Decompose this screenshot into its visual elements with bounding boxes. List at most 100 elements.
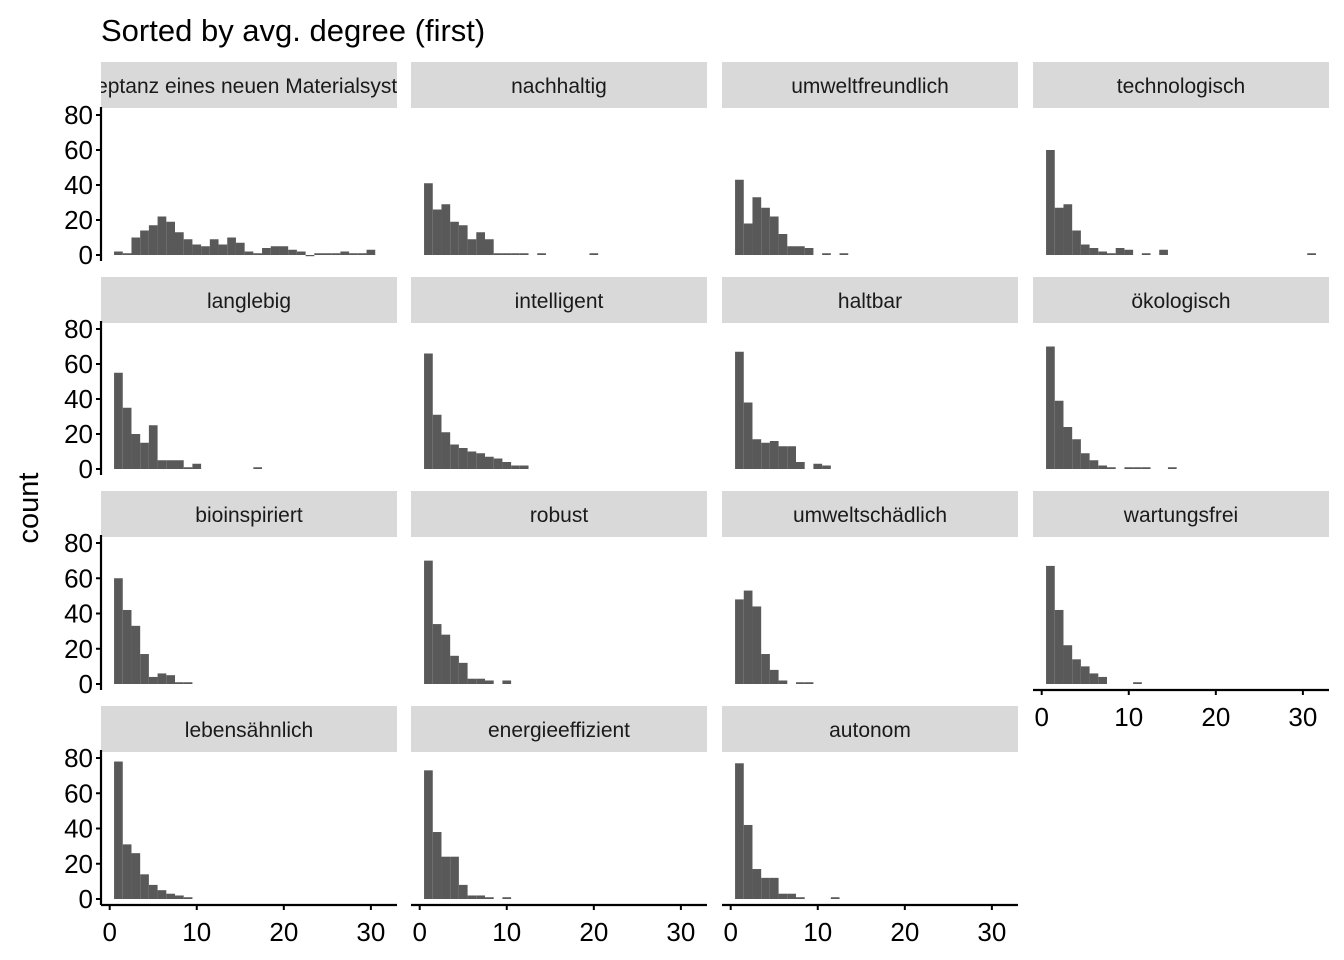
- y-tick-label: 80: [64, 743, 93, 773]
- histogram-bar: [467, 678, 477, 684]
- histogram-bar: [424, 183, 433, 255]
- facet-strip: [722, 706, 1018, 752]
- histogram-bar: [502, 680, 512, 684]
- histogram-bar: [778, 446, 788, 469]
- histogram-bar: [537, 253, 546, 255]
- histogram-bar: [441, 204, 451, 255]
- y-tick-label: 40: [64, 599, 93, 629]
- facet-strip-label: technologisch: [1117, 75, 1245, 98]
- y-tick-label: 20: [64, 419, 93, 449]
- histogram-bar: [432, 414, 442, 469]
- histogram-bar: [1063, 204, 1073, 255]
- histogram-bar: [796, 682, 805, 684]
- x-tick-label: 20: [269, 917, 298, 947]
- y-tick-label: 0: [79, 240, 93, 270]
- histogram-bar: [1089, 460, 1099, 469]
- histogram-bar: [441, 634, 451, 684]
- facet-strip-label: bioinspiriert: [195, 504, 303, 527]
- histogram-bar: [140, 442, 149, 469]
- histogram-bar: [192, 463, 202, 469]
- histogram-bar: [166, 675, 175, 684]
- facet-panel: nachhaltig: [411, 62, 707, 255]
- histogram-bar: [270, 246, 280, 255]
- histogram-bar: [148, 225, 158, 255]
- histogram-bar: [227, 237, 236, 255]
- histogram-bar: [743, 824, 753, 899]
- facet-strip: [411, 277, 707, 323]
- histogram-bar: [761, 207, 770, 255]
- histogram-bar: [183, 682, 193, 684]
- histogram-bar: [1080, 244, 1090, 255]
- histogram-bar: [166, 460, 175, 469]
- histogram-bar: [331, 253, 341, 255]
- histogram-bar: [493, 253, 503, 255]
- y-tick-label: 20: [64, 634, 93, 664]
- histogram-bar: [476, 895, 485, 899]
- histogram-bar: [830, 897, 840, 899]
- x-tick-label: 10: [1114, 702, 1143, 732]
- histogram-bar: [511, 253, 520, 255]
- histogram-bar: [778, 893, 788, 899]
- histogram-bar: [822, 253, 831, 255]
- histogram-bar: [450, 221, 459, 255]
- facet-strip-label: wartungsfrei: [1123, 504, 1238, 527]
- histogram-bar: [157, 673, 167, 684]
- facet-strip: [722, 491, 1018, 537]
- histogram-bar: [296, 251, 306, 255]
- facet-strip-label: Akzeptanz eines neuen Materialsystems: [61, 75, 437, 98]
- histogram-bar: [166, 221, 175, 255]
- histogram-bar: [1080, 453, 1090, 469]
- facet-strip-label: nachhaltig: [511, 75, 607, 98]
- histogram-bar: [1054, 207, 1064, 255]
- facet-strip: [411, 491, 707, 537]
- histogram-bar: [1089, 673, 1099, 684]
- histogram-bar: [1054, 400, 1064, 469]
- histogram-bar: [467, 895, 477, 899]
- facet-strip-label: autonom: [829, 719, 911, 742]
- histogram-bar: [804, 682, 814, 684]
- facet-panel: bioinspiriert 0 20 40 60 80: [64, 491, 397, 699]
- facet-panel: umweltfreundlich: [722, 62, 1018, 255]
- facet-panels: Akzeptanz eines neuen Materialsystems 0 20…: [61, 62, 1329, 947]
- histogram-bar: [157, 460, 167, 469]
- histogram-bar: [743, 402, 753, 469]
- histogram-bar: [148, 425, 158, 469]
- histogram-bar: [432, 624, 442, 684]
- histogram-bar: [839, 253, 849, 255]
- histogram-bar: [502, 253, 512, 255]
- histogram-bar: [467, 451, 477, 469]
- histogram-bar: [1089, 248, 1099, 255]
- y-tick-label: 0: [79, 454, 93, 484]
- facet-strip: [1033, 277, 1329, 323]
- y-tick-label: 80: [64, 528, 93, 558]
- histogram-bar: [743, 223, 753, 255]
- histogram-bar: [441, 432, 451, 469]
- x-tick-label: 20: [579, 917, 608, 947]
- histogram-bar: [502, 897, 512, 899]
- histogram-bar: [752, 197, 762, 255]
- histogram-bar: [1133, 682, 1142, 684]
- histogram-bar: [502, 462, 512, 469]
- histogram-bar: [131, 237, 141, 255]
- facet-panel: lebensähnlich 0 20 40 60 80 0 10 20 30: [64, 706, 397, 947]
- histogram-bar: [1098, 251, 1107, 255]
- histogram-bar: [796, 462, 805, 469]
- histogram-bar: [1167, 467, 1177, 469]
- x-tick-label: 30: [1288, 702, 1317, 732]
- x-tick-label: 0: [723, 917, 737, 947]
- histogram-bar: [244, 251, 254, 255]
- facet-strip-label: intelligent: [515, 290, 604, 313]
- histogram-bar: [340, 251, 350, 255]
- facet-strip: [722, 277, 1018, 323]
- histogram-bar: [485, 239, 494, 255]
- facet-strip: [101, 62, 397, 108]
- y-tick-label: 80: [64, 314, 93, 344]
- histogram-bar: [1133, 467, 1142, 469]
- histogram-bar: [752, 439, 762, 469]
- histogram-bar: [148, 884, 158, 899]
- histogram-bar: [218, 244, 228, 255]
- histogram-bar: [735, 599, 744, 684]
- histogram-bar: [485, 680, 494, 684]
- histogram-bar: [1080, 666, 1090, 684]
- histogram-bar: [235, 242, 245, 255]
